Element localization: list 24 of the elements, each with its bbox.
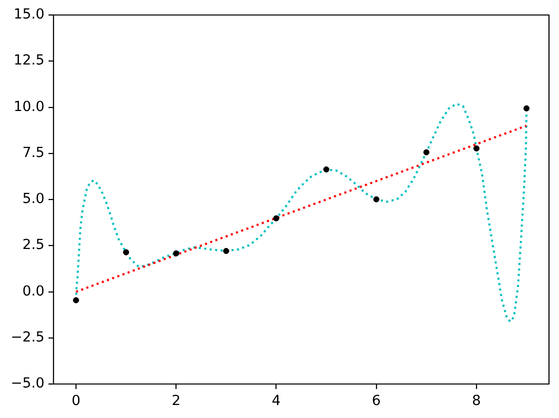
y-tick-label: 0.0 <box>22 283 44 300</box>
x-tick-label: 8 <box>472 392 481 409</box>
point <box>223 248 230 254</box>
point <box>123 249 130 256</box>
y-tick-label: 12.5 <box>14 52 44 69</box>
point <box>523 105 530 112</box>
point <box>273 215 280 222</box>
y-tick-label: −2.5 <box>10 329 44 346</box>
point <box>423 149 430 156</box>
point <box>173 250 180 256</box>
y-tick-label: 5.0 <box>22 191 44 208</box>
y-tick-label: 7.5 <box>22 144 44 161</box>
point <box>373 196 380 202</box>
y-tick-label: 15.0 <box>14 6 44 23</box>
point <box>72 297 80 304</box>
point <box>473 145 480 152</box>
x-tick-label: 0 <box>72 392 80 409</box>
y-tick-label: 10.0 <box>14 98 44 115</box>
x-tick-label: 2 <box>172 392 181 409</box>
y-tick-label: −5.0 <box>10 376 44 392</box>
x-tick-label: 6 <box>372 392 381 409</box>
y-tick-label: 2.5 <box>22 237 44 254</box>
point <box>323 166 330 172</box>
x-tick-label: 4 <box>272 392 281 409</box>
